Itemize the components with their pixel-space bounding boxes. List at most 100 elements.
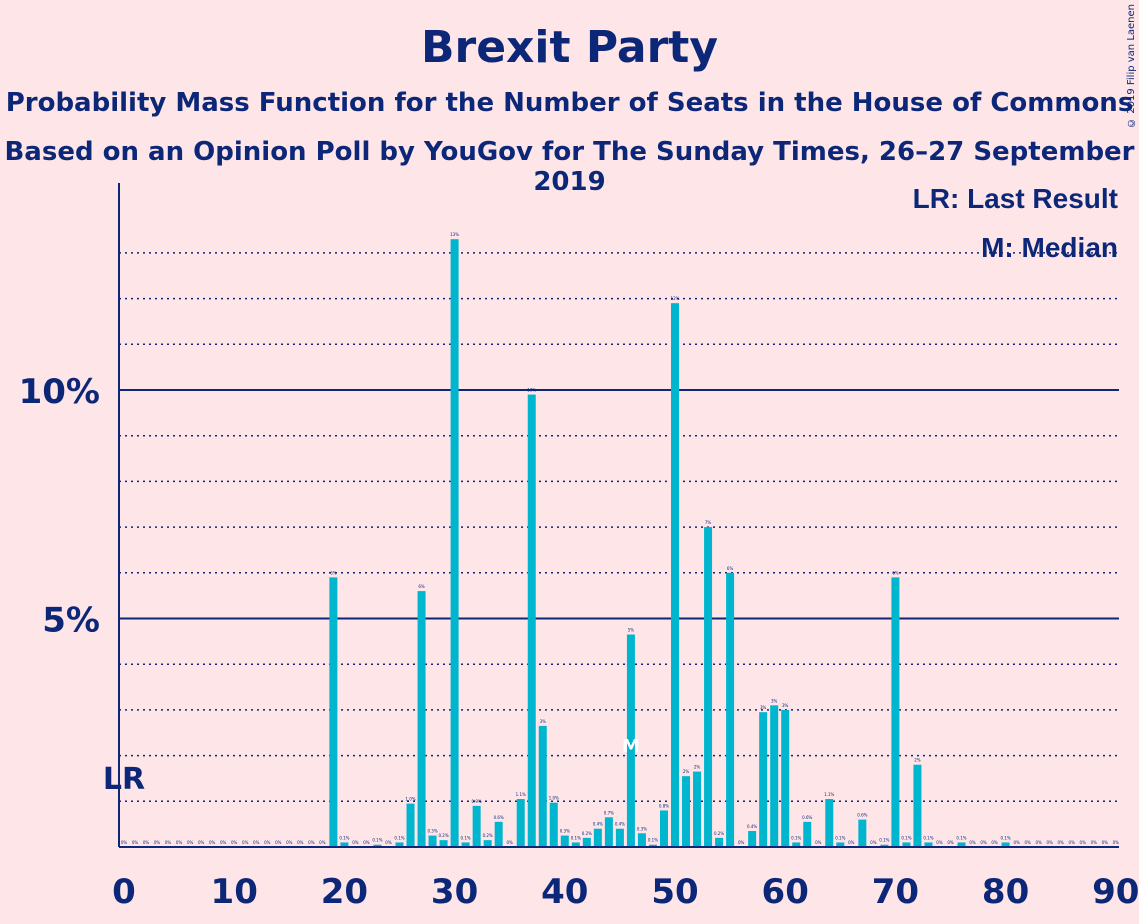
x-tick-label-10: 10: [211, 872, 258, 912]
data-label-seat-54: 0.2%: [714, 831, 724, 836]
data-label-seat-46: 5%: [628, 627, 635, 632]
data-label-seat-56: 0%: [738, 840, 745, 845]
bar-seat-47: [637, 833, 646, 847]
data-label-seat-57: 0.4%: [747, 824, 757, 829]
data-label-seat-33: 0.2%: [483, 833, 493, 838]
data-label-seat-26: 1.0%: [405, 797, 415, 802]
x-tick-label-90: 90: [1092, 872, 1139, 912]
data-label-seat-87: 0%: [1080, 840, 1087, 845]
data-label-seat-34: 0.6%: [494, 815, 504, 820]
bar-seat-25: [395, 842, 404, 847]
last-result-marker: LR: [103, 762, 145, 797]
bar-seat-32: [472, 805, 481, 847]
data-label-seat-65: 0.1%: [835, 835, 845, 840]
data-label-seat-31: 0.1%: [461, 835, 471, 840]
data-label-seat-12: 0%: [253, 840, 260, 845]
data-label-seat-8: 0%: [209, 840, 216, 845]
data-label-seat-69: 0.1%: [879, 838, 889, 843]
y-tick-label-10: 10%: [19, 372, 100, 412]
bar-seat-60: [781, 709, 790, 847]
data-label-seat-82: 0%: [1024, 840, 1031, 845]
data-label-seat-7: 0%: [198, 840, 205, 845]
y-tick-label-5: 5%: [42, 601, 100, 641]
bar-seat-20: [340, 842, 349, 847]
data-label-seat-80: 0.1%: [1001, 835, 1011, 840]
data-label-seat-53: 7%: [705, 520, 712, 525]
data-label-seat-77: 0%: [969, 840, 976, 845]
data-label-seat-30: 13%: [450, 232, 459, 237]
x-tick-label-50: 50: [651, 872, 698, 912]
data-label-seat-4: 0%: [165, 840, 172, 845]
chart-source: Based on an Opinion Poll by YouGov for T…: [4, 137, 1135, 197]
x-tick-label-80: 80: [982, 872, 1029, 912]
bar-seat-54: [715, 837, 724, 847]
bar-seat-29: [439, 840, 448, 847]
bar-seat-50: [671, 303, 679, 847]
data-label-seat-29: 0.2%: [438, 833, 448, 838]
bar-seat-69: [880, 844, 889, 847]
data-label-seat-61: 0.1%: [791, 835, 801, 840]
bar-seat-23: [373, 844, 382, 847]
data-label-seat-71: 0.1%: [901, 835, 911, 840]
data-label-seat-5: 0%: [176, 840, 183, 845]
chart-title: Brexit Party: [420, 22, 719, 73]
data-label-seat-37: 10%: [527, 388, 536, 393]
bar-seat-72: [913, 764, 922, 847]
x-tick-label-60: 60: [762, 872, 809, 912]
data-label-seat-3: 0%: [154, 840, 161, 845]
bar-seat-42: [582, 837, 591, 847]
data-label-seat-43: 0.4%: [593, 822, 603, 827]
data-label-seat-52: 2%: [694, 765, 701, 770]
bar-seat-27: [417, 591, 426, 847]
data-label-seat-15: 0%: [286, 840, 293, 845]
data-label-seat-6: 0%: [187, 840, 194, 845]
bar-seat-76: [957, 842, 966, 847]
data-label-seat-21: 0%: [352, 840, 359, 845]
bar-seat-61: [792, 842, 801, 847]
data-label-seat-78: 0%: [980, 840, 987, 845]
data-label-seat-36: 1.1%: [516, 792, 526, 797]
data-label-seat-74: 0%: [936, 840, 943, 845]
data-label-seat-25: 0.1%: [394, 835, 404, 840]
data-label-seat-90: 0%: [1113, 840, 1120, 845]
data-label-seat-40: 0.3%: [560, 829, 570, 834]
bar-seat-71: [902, 842, 911, 847]
x-tick-label-20: 20: [321, 872, 368, 912]
bar-seat-59: [770, 705, 779, 847]
bar-seat-37: [527, 394, 536, 847]
x-tick-label-0: 0: [112, 872, 136, 912]
data-label-seat-41: 0.1%: [571, 835, 581, 840]
data-label-seat-39: 1.0%: [549, 796, 559, 801]
chart-subtitle: Probability Mass Function for the Number…: [5, 88, 1134, 118]
data-label-seat-18: 0%: [319, 840, 326, 845]
data-label-seat-23: 0.1%: [372, 838, 382, 843]
data-label-seat-50: 12%: [671, 296, 680, 301]
data-label-seat-58: 3%: [760, 705, 767, 710]
data-label-seat-42: 0.2%: [582, 831, 592, 836]
data-label-seat-19: 6%: [330, 570, 337, 575]
data-label-seat-67: 0.6%: [857, 813, 867, 818]
data-label-seat-1: 0%: [132, 840, 139, 845]
data-label-seat-60: 3%: [782, 703, 789, 708]
data-label-seat-17: 0%: [308, 840, 315, 845]
bar-seat-39: [549, 802, 558, 847]
bar-seat-73: [924, 842, 933, 847]
data-label-seat-62: 0.6%: [802, 815, 812, 820]
data-label-seat-59: 3%: [771, 698, 778, 703]
bar-seat-48: [648, 844, 657, 847]
data-label-seat-68: 0%: [870, 840, 877, 845]
data-label-seat-27: 6%: [418, 584, 425, 589]
data-label-seat-70: 6%: [892, 570, 899, 575]
data-label-seat-75: 0%: [947, 840, 954, 845]
data-label-seat-63: 0%: [815, 840, 822, 845]
bar-seat-49: [659, 810, 668, 847]
bar-seat-26: [406, 803, 415, 847]
data-label-seat-13: 0%: [264, 840, 271, 845]
legend-median: M: Median: [981, 232, 1118, 263]
data-label-seat-28: 0.3%: [427, 829, 437, 834]
data-label-seat-24: 0%: [385, 840, 392, 845]
data-label-seat-89: 0%: [1102, 840, 1109, 845]
bar-seat-45: [615, 828, 624, 847]
data-label-seat-88: 0%: [1091, 840, 1098, 845]
